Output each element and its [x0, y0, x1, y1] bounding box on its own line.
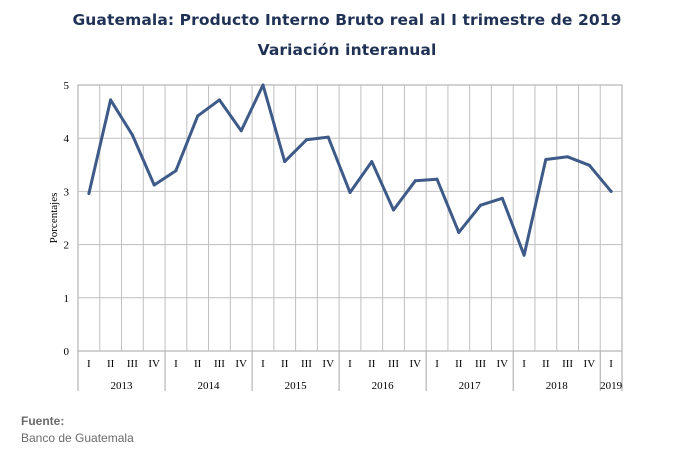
x-tick-label: III	[475, 358, 486, 370]
y-tick-label: 4	[64, 133, 70, 145]
y-tick-label: 1	[64, 293, 70, 305]
data-point	[283, 160, 287, 164]
data-point	[457, 230, 461, 234]
data-point	[370, 160, 374, 164]
y-axis-title: Porcentajes	[48, 193, 60, 244]
data-point	[609, 189, 613, 193]
y-tick-label: 2	[64, 240, 70, 252]
year-label: 2013	[111, 380, 134, 392]
data-point	[261, 83, 265, 87]
data-point	[413, 179, 417, 183]
source-label: Fuente:	[21, 414, 65, 428]
year-label: 2014	[198, 380, 221, 392]
year-label: 2016	[372, 380, 395, 392]
x-tick-label: II	[542, 358, 550, 370]
data-point	[152, 183, 156, 187]
x-tick-label: III	[388, 358, 399, 370]
x-tick-label: IV	[409, 358, 421, 370]
x-tick-label: I	[261, 358, 265, 370]
x-tick-label: I	[174, 358, 178, 370]
chart-title: Guatemala: Producto Interno Bruto real a…	[72, 11, 622, 29]
chart-subtitle: Variación interanual	[257, 41, 437, 59]
x-tick-label: I	[522, 358, 526, 370]
x-tick-label: IV	[148, 358, 160, 370]
x-tick-label: III	[127, 358, 138, 370]
data-point	[479, 203, 483, 207]
x-tick-label: IV	[235, 358, 247, 370]
year-label: 2017	[459, 380, 482, 392]
x-tick-label: I	[609, 358, 613, 370]
x-tick-label: II	[194, 358, 202, 370]
data-point	[109, 98, 113, 102]
x-tick-label: I	[87, 358, 91, 370]
source-value: Banco de Guatemala	[21, 431, 134, 445]
data-point	[196, 114, 200, 118]
x-tick-label: III	[562, 358, 573, 370]
year-label: 2015	[285, 380, 308, 392]
data-point	[239, 129, 243, 133]
data-point	[130, 133, 134, 137]
x-tick-label: II	[455, 358, 463, 370]
data-point	[392, 208, 396, 212]
data-point	[522, 253, 526, 257]
data-point	[326, 135, 330, 139]
data-point	[500, 196, 504, 200]
x-tick-label: IV	[584, 358, 596, 370]
y-tick-label: 5	[64, 80, 70, 92]
data-point	[587, 163, 591, 167]
y-tick-label: 0	[64, 346, 70, 358]
data-point	[174, 169, 178, 173]
data-point	[87, 192, 91, 196]
x-tick-label: I	[435, 358, 439, 370]
data-point	[348, 190, 352, 194]
x-tick-label: II	[281, 358, 289, 370]
year-label: 2018	[546, 380, 569, 392]
data-point	[544, 157, 548, 161]
x-tick-label: II	[368, 358, 376, 370]
data-point	[217, 98, 221, 102]
x-tick-label: IV	[497, 358, 509, 370]
x-tick-label: III	[301, 358, 312, 370]
data-point	[435, 177, 439, 181]
x-tick-label: III	[214, 358, 225, 370]
data-point	[304, 138, 308, 142]
x-tick-label: II	[107, 358, 115, 370]
plot-area	[77, 84, 623, 352]
x-tick-label: I	[348, 358, 352, 370]
x-tick-label: IV	[322, 358, 334, 370]
data-point	[566, 155, 570, 159]
y-tick-label: 3	[64, 186, 70, 198]
year-label: 2019	[600, 380, 623, 392]
